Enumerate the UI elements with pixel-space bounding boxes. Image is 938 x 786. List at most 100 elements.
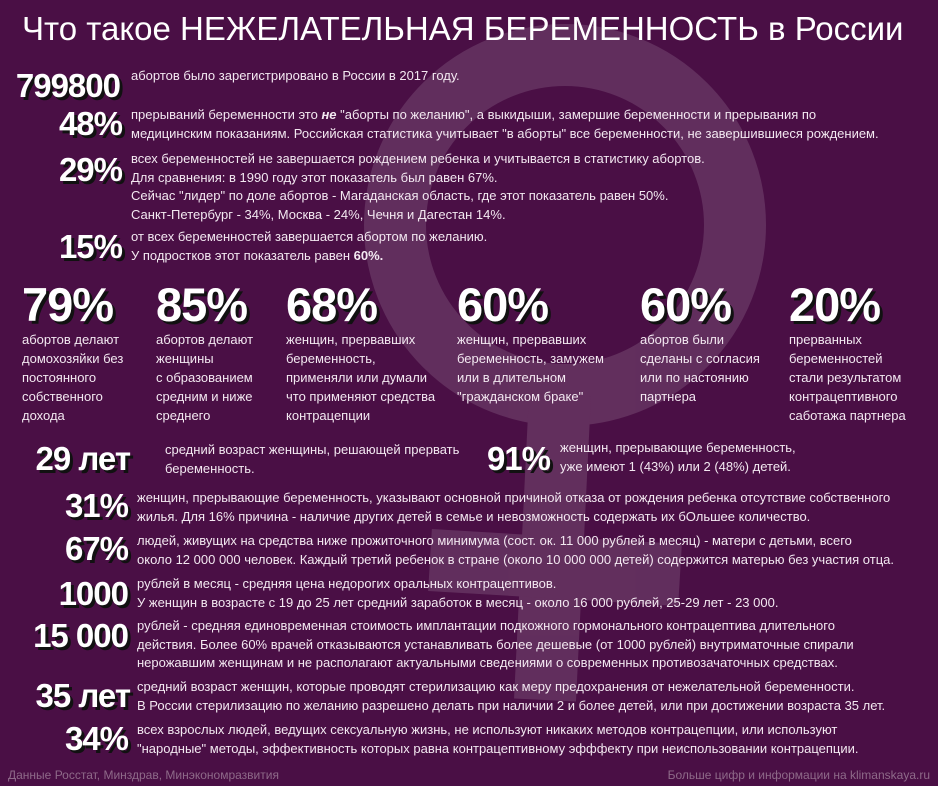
text-line: домохозяйки без — [22, 351, 124, 366]
text-line: медицинским показаниям. Российская стати… — [131, 125, 879, 141]
text-line: или по настоянию — [640, 370, 749, 385]
footer-source: Данные Росстат, Минздрав, Минэкономразви… — [8, 768, 279, 782]
stat-number: 15 000 — [33, 617, 129, 654]
text-line: В России стерилизацию по желанию разреше… — [137, 697, 886, 713]
stat-number: 91% — [486, 440, 551, 477]
text-line: женщин, прерывающие беременность, указыв… — [137, 490, 891, 505]
text-line: прерываний беременности это не "аборты п… — [131, 106, 879, 125]
emphasis: 60%. — [353, 247, 384, 263]
column-number: 60% — [457, 278, 549, 331]
text-line: сделаны с согласия — [640, 351, 760, 366]
text-line: "народные" методы, эффективность которых… — [137, 740, 859, 756]
text-line: женщин, прерывающие беременность, — [560, 440, 796, 455]
text-line: нерожавшим женщинам и не располагают акт… — [137, 655, 838, 670]
column-text: прерванных беременностей стали результатом… — [789, 330, 906, 425]
text-line: средний возраст женщин, которые проводят… — [137, 679, 855, 694]
text-line: что применяют средства — [286, 389, 436, 404]
text-line: рублей в месяц - средняя цена недорогих … — [137, 576, 557, 591]
stat-text: людей, живущих на средства ниже прожиточ… — [137, 532, 894, 569]
stat-number: 67% — [64, 530, 129, 567]
title: Что такое НЕЖЕЛАТЕЛЬНАЯ БЕРЕМЕННОСТЬ в Р… — [22, 10, 904, 47]
footer-link: Больше цифр и информации на klimanskaya.… — [667, 768, 930, 782]
stat-number: 35 лет — [35, 677, 131, 714]
column-text: женщин, прервавших беременность, применяли… — [286, 330, 435, 425]
stat-text: женщин, прерывающие беременность, указыв… — [137, 489, 890, 526]
stat-text: от всех беременностей завершается аборто… — [131, 228, 487, 265]
text-line: уже имеют 1 (43%) или 2 (48%) детей. — [560, 458, 791, 474]
stat-text: средний возраст женщин, которые проводят… — [137, 678, 885, 715]
text-line: всех беременностей не завершается рожден… — [131, 151, 705, 166]
text-line: или в длительном — [457, 370, 566, 385]
text-line: У подростков этот показатель равен 60%. — [131, 247, 487, 266]
text-line: действия. Более 60% врачей отказываются … — [137, 636, 854, 652]
text-line: применяли или думали — [286, 370, 428, 385]
emphasis: не — [321, 107, 337, 122]
text-line: средним и ниже — [156, 389, 253, 404]
column-number: 68% — [286, 278, 378, 331]
text-line: партнера — [640, 389, 697, 404]
text-line: Сейчас "лидер" по доле абортов - Магадан… — [131, 188, 669, 203]
text-segment: прерываний беременности это — [131, 107, 322, 122]
column-text: абортов делают домохозяйки без постоянного… — [22, 330, 123, 425]
text-line: постоянного — [22, 370, 97, 385]
text-line: собственного — [22, 389, 103, 404]
text-line: беременность, замужем — [457, 351, 604, 366]
text-line: абортов делают — [156, 332, 254, 347]
text-line: стали результатом — [789, 370, 902, 385]
text-line: беременностей — [789, 351, 883, 366]
text-line: с образованием — [156, 370, 253, 385]
text-line: женщины — [156, 351, 214, 366]
stat-text: всех беременностей не завершается рожден… — [131, 150, 705, 224]
text-line: от всех беременностей завершается аборто… — [131, 229, 488, 244]
column-text: абортов были сделаны с согласия или по нас… — [640, 330, 760, 406]
stat-text: прерываний беременности это не "аборты п… — [131, 106, 879, 143]
text-line: жилья. Для 16% причина - наличие других … — [137, 508, 811, 524]
stat-text: женщин, прерывающие беременность, уже име… — [560, 439, 796, 476]
text-line: абортов были — [640, 332, 725, 347]
stat-text: рублей - средняя единовременная стоимост… — [137, 617, 854, 673]
stat-number: 29% — [58, 151, 123, 188]
text-line: прерванных — [789, 332, 862, 347]
text-line: абортов делают — [22, 332, 120, 347]
column-number: 79% — [22, 278, 114, 331]
stat-text: средний возраст женщины, решающей прерва… — [165, 441, 459, 478]
text-line: абортов было зарегистрировано в России в… — [131, 68, 460, 83]
column-number: 20% — [789, 278, 881, 331]
text-segment: "аборты по желанию", а выкидыши, замерши… — [336, 107, 817, 122]
text-line: около 12 000 000 человек. Каждый третий … — [137, 551, 894, 567]
stat-number: 34% — [64, 720, 129, 757]
column-text: женщин, прервавших беременность, замужем и… — [457, 330, 604, 406]
text-line: У женщин в возрасте с 19 до 25 лет средн… — [137, 594, 779, 610]
text-line: людей, живущих на средства ниже прожиточ… — [137, 533, 852, 548]
stat-text: рублей в месяц - средняя цена недорогих … — [137, 575, 778, 612]
text-line: всех взрослых людей, ведущих сексуальную… — [137, 722, 838, 737]
stat-number: 799800 — [15, 67, 121, 104]
text-line: контрацептивного — [789, 389, 898, 404]
stat-number: 15% — [58, 228, 123, 265]
text-line: саботажа партнера — [789, 408, 906, 423]
text-line: контрацепции — [286, 408, 371, 423]
text-line: беременность, — [286, 351, 376, 366]
column-number: 60% — [640, 278, 732, 331]
text-line: рублей - средняя единовременная стоимост… — [137, 618, 835, 633]
stat-number: 1000 — [58, 575, 129, 612]
column-number: 85% — [156, 278, 248, 331]
text-line: беременность. — [165, 460, 255, 476]
column-text: абортов делают женщины с образованием средн… — [156, 330, 253, 425]
stat-number: 29 лет — [35, 440, 131, 477]
text-line: среднего — [156, 408, 211, 423]
text-line: "гражданском браке" — [457, 389, 584, 404]
text-line: женщин, прервавших — [457, 332, 587, 347]
text-segment: У подростков этот показатель равен — [131, 247, 354, 263]
stat-text: абортов было зарегистрировано в России в… — [131, 67, 460, 86]
text-line: Для сравнения: в 1990 году этот показате… — [131, 169, 498, 185]
stat-text: всех взрослых людей, ведущих сексуальную… — [137, 721, 859, 758]
text-line: дохода — [22, 408, 65, 423]
text-line: средний возраст женщины, решающей прерва… — [165, 442, 460, 457]
text-line: Санкт-Петербург - 34%, Москва - 24%, Чеч… — [131, 206, 506, 222]
stat-number: 31% — [64, 487, 129, 524]
stat-number: 48% — [58, 105, 123, 142]
text-line: женщин, прервавших — [286, 332, 416, 347]
